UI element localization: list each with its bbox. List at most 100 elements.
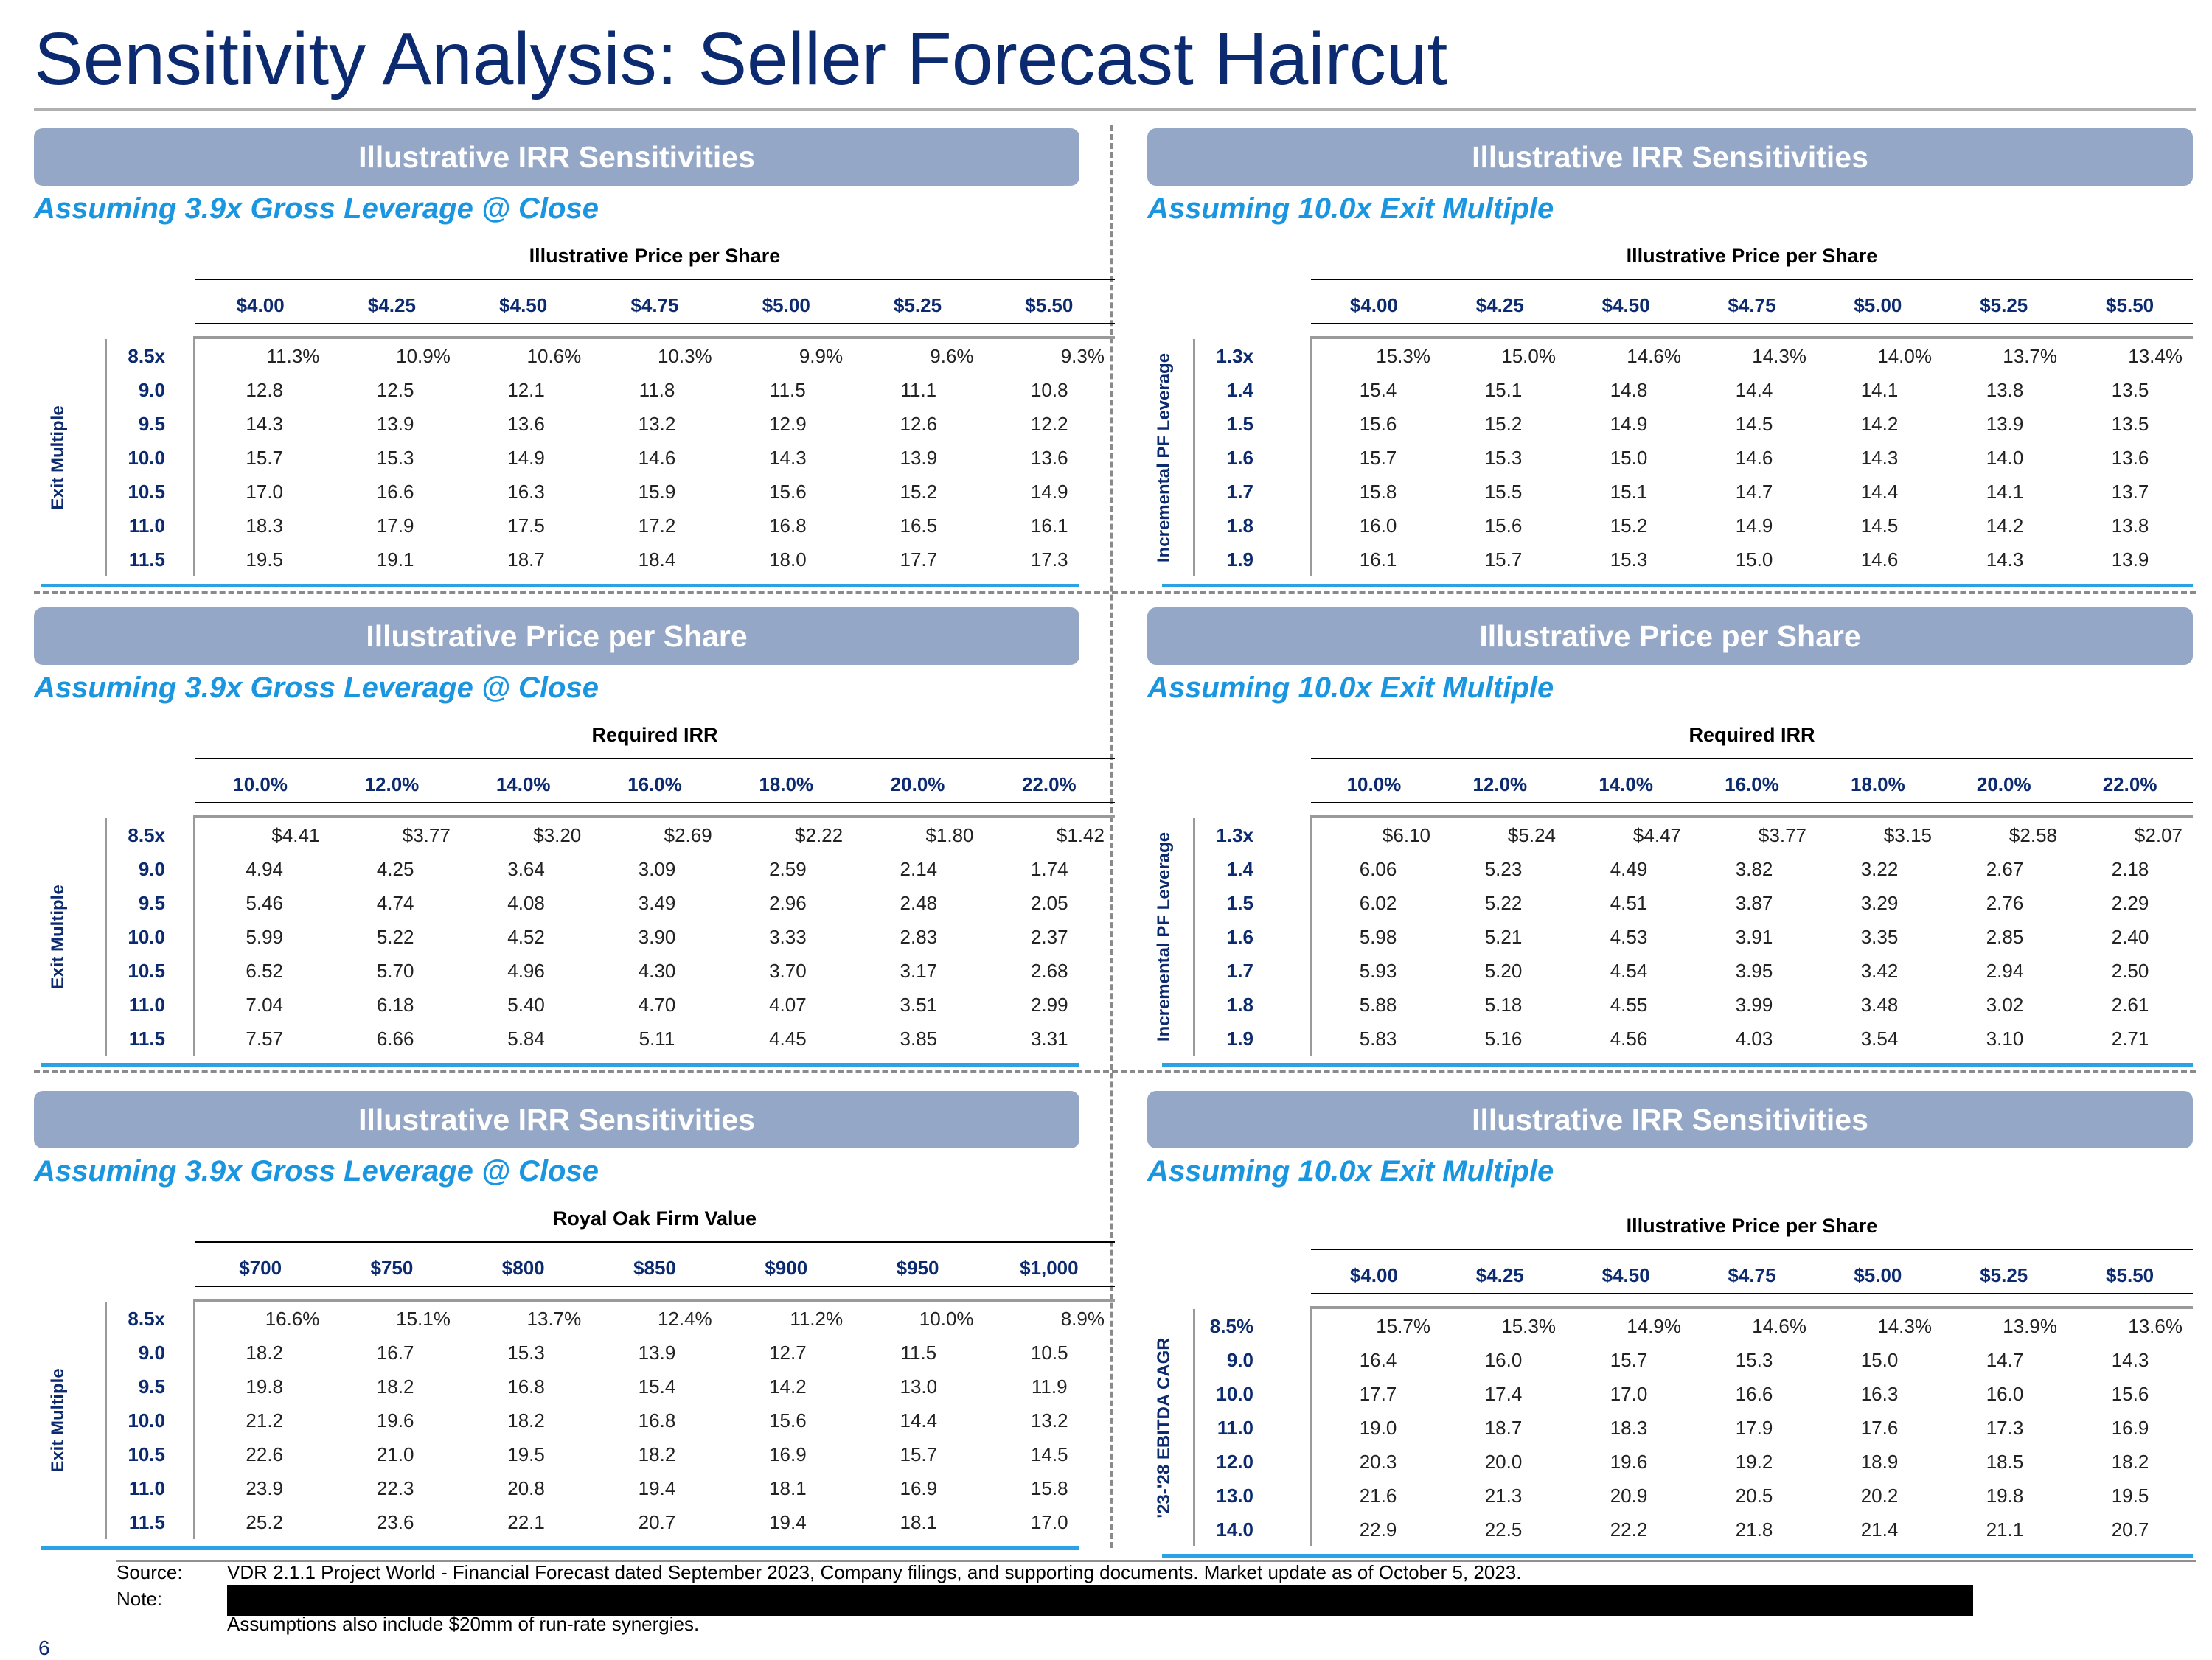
table-row: 5.88 5.18 4.55 3.99 3.48 3.02 2.61: [1315, 988, 2193, 1022]
table-cell: 5.40: [507, 994, 545, 1016]
table-cell: 17.0: [1030, 1511, 1068, 1533]
table-cell: 16.8: [638, 1409, 676, 1431]
column-header: $5.25: [1980, 294, 2028, 316]
table-cell: 13.0: [900, 1375, 938, 1398]
table-cell: 14.4: [1860, 481, 1899, 503]
table-cell: 17.7: [1359, 1383, 1397, 1405]
table-cell: 16.1: [1359, 548, 1397, 571]
table-cell: 16.6%: [265, 1308, 320, 1330]
table-row: 15.7 15.3 14.9 14.6 14.3 13.9 13.6: [199, 441, 1115, 475]
table-cell: 11.2%: [790, 1308, 844, 1330]
row-axis-title: Exit Multiple: [48, 1368, 68, 1473]
column-header-rule: [195, 323, 1115, 324]
table-row: 21.2 19.6 18.2 16.8 15.6 14.4 13.2: [199, 1403, 1115, 1437]
table-cell: 13.9: [2111, 548, 2149, 571]
table-cell: 4.07: [769, 994, 807, 1016]
table-cell: 14.6: [1860, 548, 1899, 571]
table-cell: 4.70: [638, 994, 676, 1016]
column-header: $5.00: [762, 294, 810, 316]
table-cell: 9.3%: [1060, 345, 1105, 367]
table-cell: 4.56: [1610, 1028, 1648, 1050]
table-cell: 16.5: [900, 515, 938, 537]
table-row: 5.98 5.21 4.53 3.91 3.35 2.85 2.40: [1315, 920, 2193, 954]
table-cell: 3.10: [1986, 1028, 2024, 1050]
column-header: 10.0%: [1346, 773, 1402, 795]
table-cell: $4.47: [1632, 824, 1681, 846]
column-header-rule: [1311, 802, 2193, 803]
column-header: 20.0%: [1976, 773, 2031, 795]
table-cell: 14.8: [1610, 379, 1648, 401]
table-cell: $2.69: [664, 824, 712, 846]
column-header: $900: [765, 1257, 808, 1279]
column-title-rule: [195, 1241, 1115, 1243]
column-header: 12.0%: [1472, 773, 1528, 795]
table-cell: 12.8: [246, 379, 284, 401]
column-header: $1,000: [1020, 1257, 1079, 1279]
row-label: 9.0: [138, 1342, 165, 1364]
table-cell: 15.7: [246, 447, 284, 469]
column-headers: $4.00 $4.25 $4.50 $4.75 $5.00 $5.25 $5.50: [1311, 290, 2193, 320]
panel-subtitle: Assuming 3.9x Gross Leverage @ Close: [34, 192, 599, 225]
panel-header: Illustrative IRR Sensitivities: [34, 128, 1079, 186]
table-cell: 17.6: [1860, 1417, 1899, 1439]
column-header: $4.75: [630, 294, 679, 316]
table-cell: 19.6: [1610, 1451, 1648, 1473]
table-cell: $2.07: [2134, 824, 2183, 846]
table-row: 7.04 6.18 5.40 4.70 4.07 3.51 2.99: [199, 988, 1115, 1022]
table-cell: 13.4%: [2128, 345, 2183, 367]
table-row: 25.2 23.6 22.1 20.7 19.4 18.1 17.0: [199, 1505, 1115, 1539]
table-cell: 15.2: [900, 481, 938, 503]
source-label: Source:: [116, 1561, 183, 1583]
table-cell: 13.6: [507, 413, 545, 435]
table-cell: $3.15: [1883, 824, 1932, 846]
table-cell: 12.9: [769, 413, 807, 435]
row-labels: 8.5% 9.0 10.0 11.0 12.0 13.0 14.0: [1194, 1309, 1268, 1546]
row-label: 1.7: [1226, 481, 1253, 503]
column-header: 18.0%: [1851, 773, 1905, 795]
table-cell: 10.3%: [657, 345, 712, 367]
table-cell: 8.9%: [1060, 1308, 1105, 1330]
column-header: 18.0%: [759, 773, 814, 795]
table-cell: 18.5: [1986, 1451, 2024, 1473]
column-header: 16.0%: [1725, 773, 1779, 795]
table-cell: 2.76: [1986, 892, 2024, 914]
table-row: 15.4 15.1 14.8 14.4 14.1 13.8 13.5: [1315, 373, 2193, 407]
row-labels: 8.5x 9.0 9.5 10.0 10.5 11.0 11.5: [106, 818, 180, 1056]
table-cell: 15.3%: [1376, 345, 1430, 367]
table-cell: 4.08: [507, 892, 545, 914]
table-cell: 5.70: [376, 960, 414, 982]
table-cell: 6.02: [1359, 892, 1397, 914]
table-cell: 19.1: [376, 548, 414, 571]
table-cell: 18.9: [1860, 1451, 1899, 1473]
table-cell: 11.3%: [266, 345, 320, 367]
row-labels: 8.5x 9.0 9.5 10.0 10.5 11.0 11.5: [106, 339, 180, 576]
row-label: 9.5: [138, 1375, 165, 1398]
table-cell: 11.1: [900, 379, 937, 401]
table-cell: 3.31: [1030, 1028, 1068, 1050]
table-cell: 2.18: [2111, 858, 2149, 880]
column-header: 22.0%: [1021, 773, 1077, 795]
table-cell: 20.9: [1610, 1485, 1648, 1507]
table-cell: 16.1: [1030, 515, 1068, 537]
table-cell: 14.0: [1986, 447, 2024, 469]
table-cell: 25.2: [246, 1511, 284, 1533]
table-cell: 1.74: [1030, 858, 1068, 880]
table-cell: 6.06: [1359, 858, 1397, 880]
table-cell: 17.4: [1484, 1383, 1523, 1405]
column-headers: 10.0% 12.0% 14.0% 16.0% 18.0% 20.0% 22.0%: [195, 770, 1115, 799]
table-cell: 4.74: [376, 892, 414, 914]
sensitivity-panel: Illustrative Price per Share Assuming 10.…: [1147, 607, 2193, 1089]
table-cell: 20.7: [2111, 1518, 2149, 1541]
grid-top-rule: [193, 1299, 1115, 1302]
table-cell: 4.51: [1610, 892, 1648, 914]
table-cell: 2.83: [900, 926, 938, 948]
table-cell: 15.7: [900, 1443, 938, 1465]
column-header: 20.0%: [890, 773, 945, 795]
table-cell: 19.8: [246, 1375, 284, 1398]
column-header-rule: [1311, 1293, 2193, 1294]
table-cell: 3.54: [1860, 1028, 1899, 1050]
title-divider: [34, 108, 2196, 111]
table-cell: 14.9: [1030, 481, 1068, 503]
table-cell: 20.2: [1860, 1485, 1899, 1507]
table-bottom-rule: [1162, 1554, 2193, 1558]
